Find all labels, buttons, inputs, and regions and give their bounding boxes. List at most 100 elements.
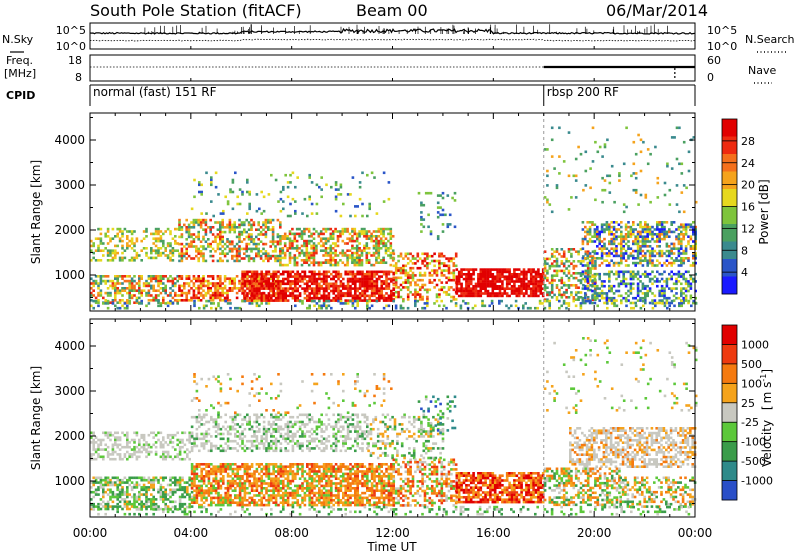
power-pixel	[684, 249, 688, 253]
power-pixel	[610, 240, 613, 243]
power-pixel	[109, 284, 112, 288]
power-pixel	[265, 277, 268, 281]
power-pixel	[394, 269, 398, 272]
power-pixel	[404, 252, 408, 256]
velocity-pixel	[126, 438, 129, 442]
power-pixel	[270, 289, 273, 293]
power-pixel	[548, 304, 551, 308]
power-pixel	[209, 226, 212, 229]
power-pixel	[303, 227, 306, 231]
power-pixel	[150, 294, 153, 297]
power-pixel	[406, 278, 410, 282]
power-pixel	[486, 275, 490, 278]
power-pixel	[368, 296, 371, 300]
power-pixel	[214, 294, 217, 297]
power-pixel	[581, 296, 585, 300]
power-pixel	[624, 259, 628, 262]
power-pixel	[517, 280, 521, 283]
power-pixel	[467, 268, 471, 271]
power-pixel	[354, 299, 357, 303]
power-pixel	[634, 237, 637, 241]
power-pixel	[692, 233, 695, 236]
power-pixel	[219, 279, 222, 283]
power-pixel	[537, 294, 540, 298]
power-pixel	[416, 252, 420, 256]
power-pixel	[608, 249, 611, 253]
velocity-pixel	[109, 431, 112, 435]
power-pixel	[543, 298, 547, 301]
power-pixel	[380, 284, 383, 288]
power-pixel	[204, 291, 208, 295]
power-pixel	[291, 294, 295, 298]
power-pixel	[303, 197, 307, 201]
power-pixel	[358, 181, 362, 184]
velocity-pixel	[291, 425, 295, 429]
power-pixel	[385, 272, 388, 276]
power-pixel	[591, 284, 594, 288]
power-pixel	[106, 306, 110, 310]
power-pixel	[615, 230, 618, 234]
power-pixel	[574, 304, 578, 308]
power-pixel	[656, 223, 659, 226]
power-pixel	[420, 211, 423, 214]
velocity-pixel	[126, 457, 129, 461]
power-pixel	[694, 245, 697, 248]
power-pixel	[277, 270, 280, 274]
power-pixel	[240, 223, 244, 227]
power-pixel	[508, 282, 511, 286]
power-pixel	[636, 277, 640, 281]
power-pixel	[262, 195, 266, 199]
power-pixel	[135, 301, 139, 304]
power-pixel	[135, 282, 139, 285]
power-pixel	[121, 304, 124, 308]
velocity-pixel	[114, 457, 117, 461]
power-pixel	[142, 230, 146, 233]
power-pixel	[644, 257, 647, 260]
power-pixel	[660, 237, 664, 241]
power-pixel	[663, 292, 666, 295]
power-pixel	[620, 280, 623, 283]
velocity-pixel	[262, 444, 266, 448]
power-pixel	[692, 261, 695, 265]
power-pixel	[233, 221, 236, 224]
power-pixel	[603, 252, 606, 255]
velocity-pixel	[207, 427, 211, 431]
power-pixel	[375, 235, 378, 238]
power-pixel	[627, 282, 630, 286]
power-pixel	[567, 269, 571, 273]
power-pixel	[646, 223, 649, 226]
power-pixel	[354, 214, 357, 218]
power-pixel	[174, 235, 177, 238]
power-pixel	[264, 254, 268, 258]
power-pixel	[420, 215, 423, 219]
power-band	[543, 248, 597, 301]
power-pixel	[639, 169, 643, 173]
power-pixel	[258, 207, 261, 211]
power-pixel	[634, 188, 638, 192]
power-pixel	[438, 264, 441, 268]
power-pixel	[694, 237, 697, 241]
power-pixel	[342, 294, 345, 298]
power-pixel	[460, 282, 463, 286]
power-pixel	[654, 145, 657, 149]
power-pixel	[644, 242, 647, 246]
power-pixel	[543, 269, 547, 273]
power-pixel	[663, 181, 667, 185]
power-pixel	[202, 306, 206, 310]
power-pixel	[606, 302, 609, 305]
power-pixel	[245, 275, 248, 278]
power-pixel	[199, 221, 203, 224]
power-pixel	[402, 286, 405, 289]
power-pixel	[310, 280, 314, 283]
power-pixel	[176, 275, 179, 278]
power-pixel	[334, 270, 338, 274]
power-pixel	[197, 291, 200, 295]
power-pixel	[322, 237, 325, 240]
power-pixel	[581, 242, 585, 246]
velocity-pixel	[303, 432, 307, 436]
power-pixel	[479, 292, 483, 295]
power-pixel	[581, 240, 585, 243]
power-pixel	[591, 250, 595, 253]
power-pixel	[305, 244, 309, 248]
power-pixel	[651, 264, 654, 267]
